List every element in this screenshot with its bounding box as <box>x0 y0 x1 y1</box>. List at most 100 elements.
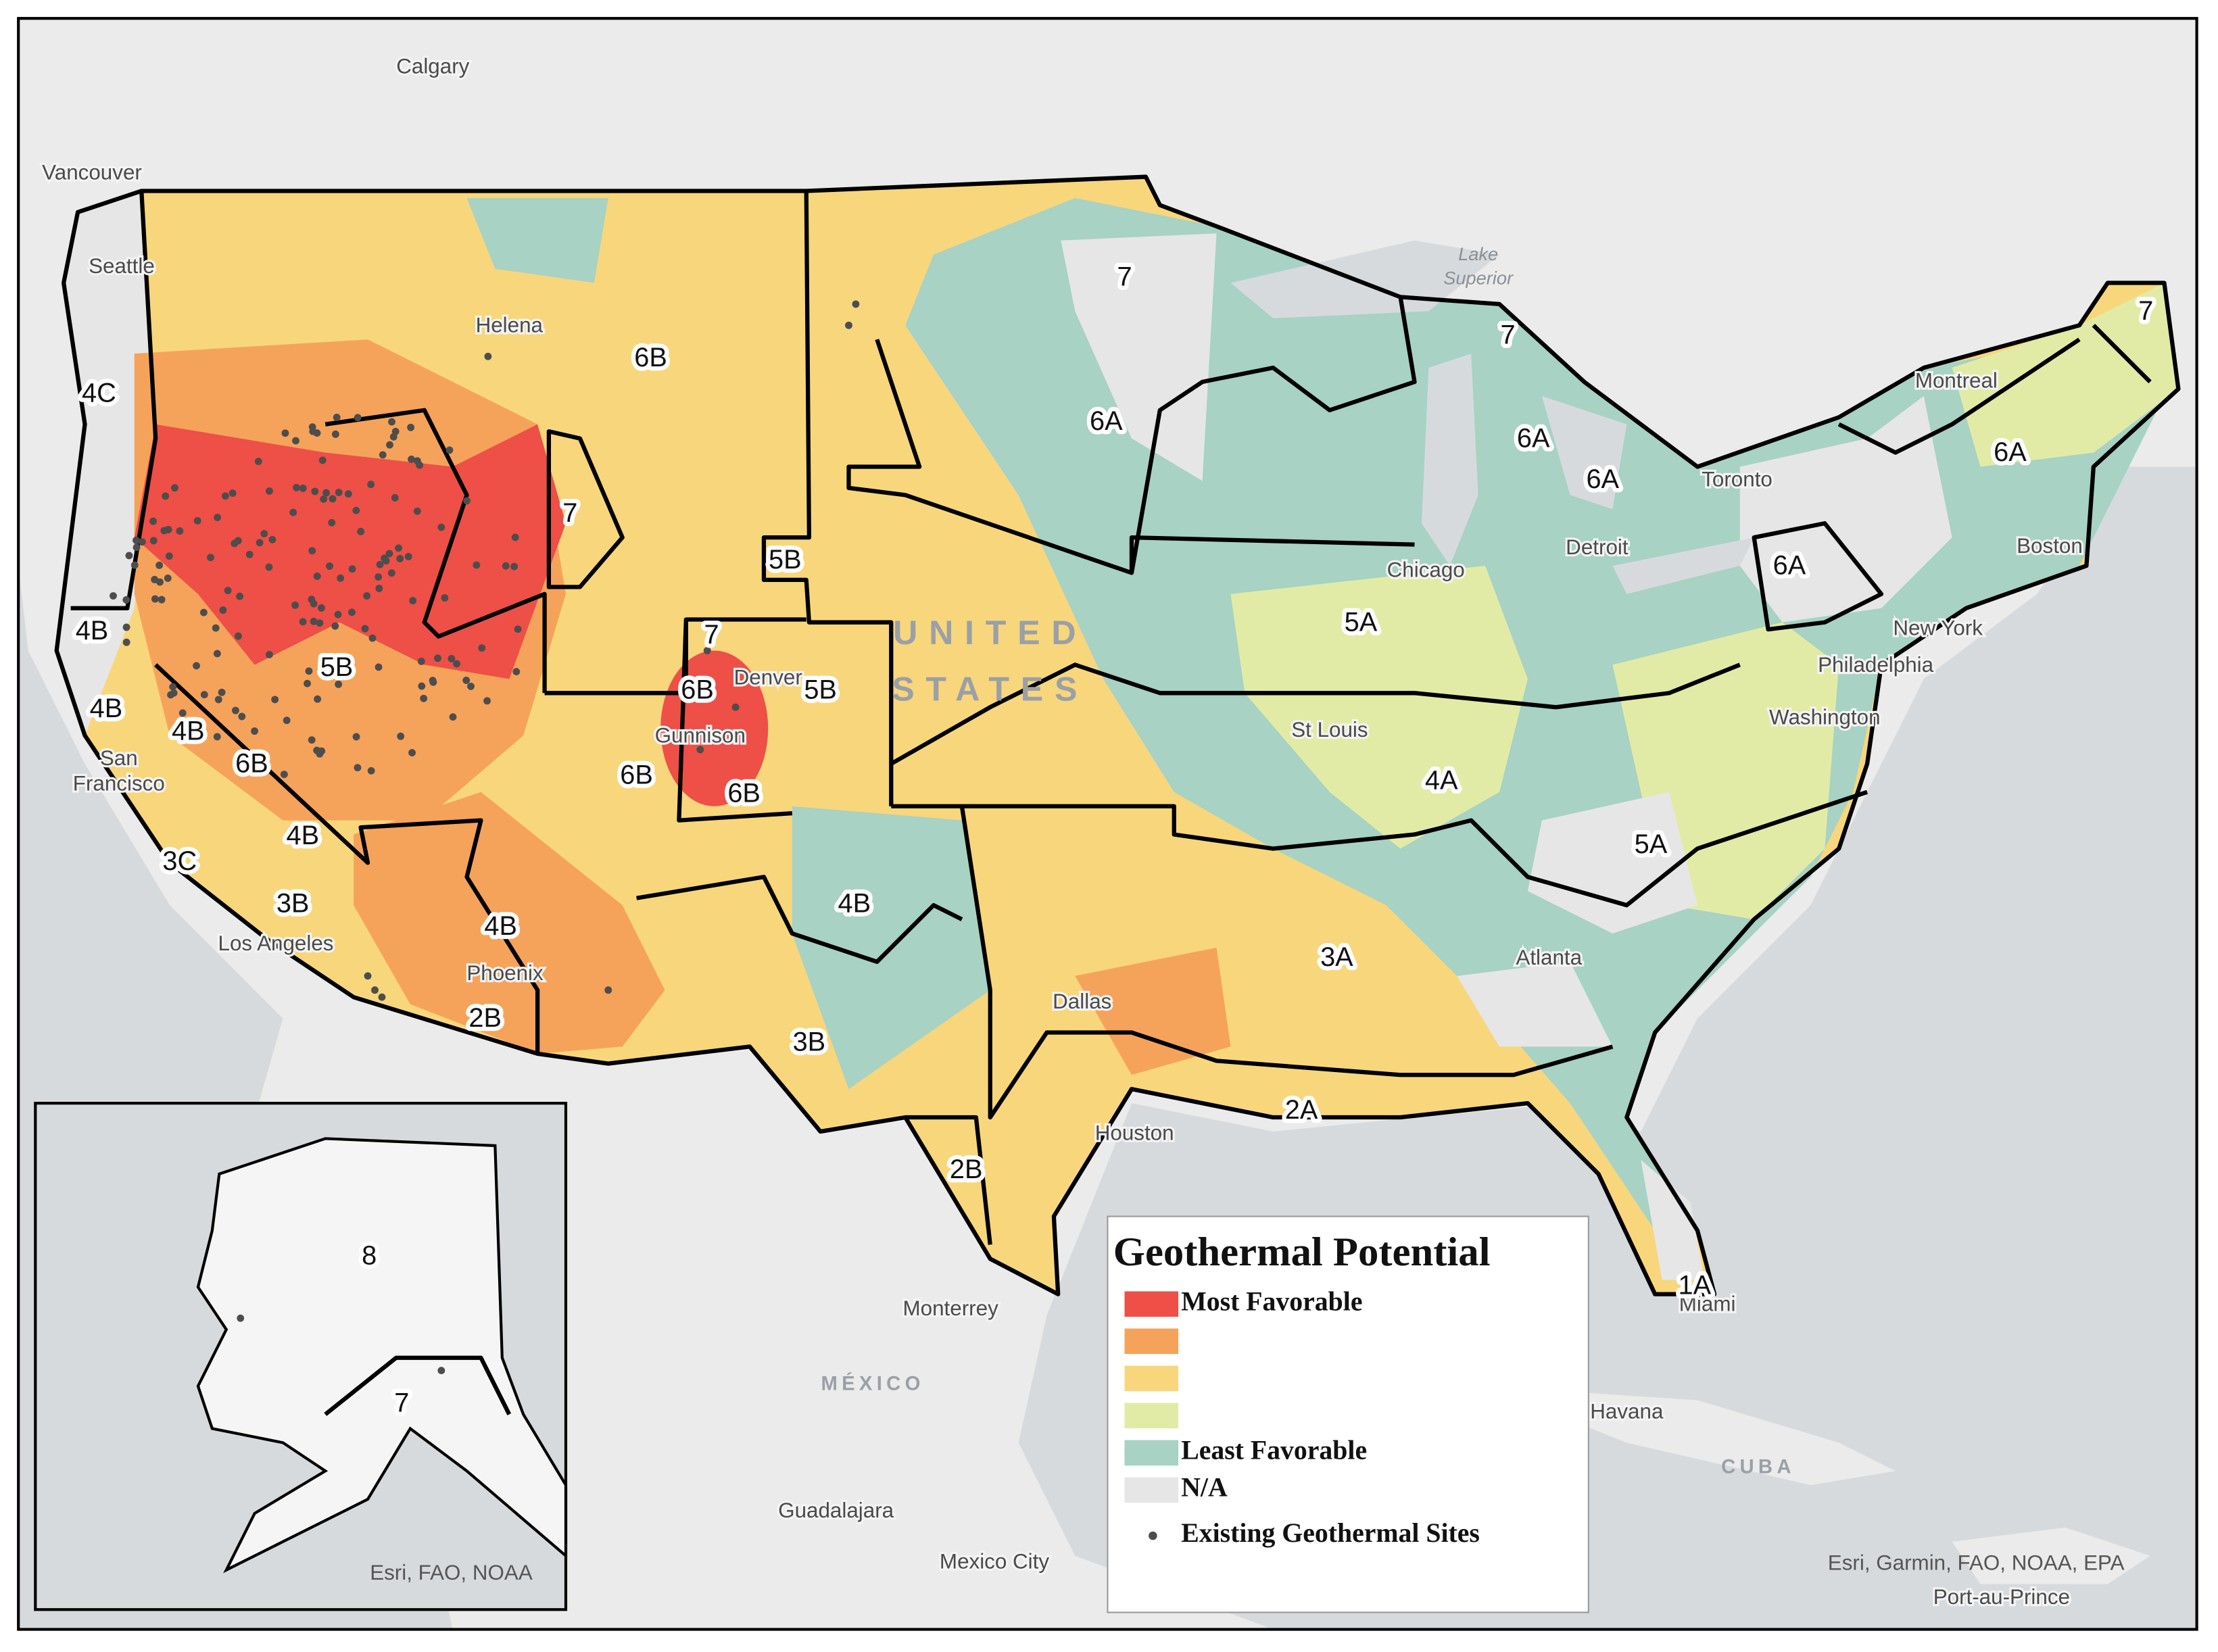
zone-label: 7 <box>2138 296 2153 326</box>
geothermal-site <box>335 489 343 496</box>
country-label: CUBA <box>1721 1456 1795 1478</box>
geothermal-site <box>299 484 307 492</box>
geothermal-site <box>397 732 405 740</box>
geothermal-site <box>304 679 311 687</box>
geothermal-site <box>311 487 319 495</box>
place-label: Houston <box>1095 1121 1174 1144</box>
zone-label: 3C <box>162 846 197 876</box>
zone-label: 3B <box>276 889 310 919</box>
zone-label: 4A <box>1425 766 1458 796</box>
geothermal-site <box>151 595 159 603</box>
geothermal-site <box>265 487 273 495</box>
map-frame <box>17 17 2198 1631</box>
geothermal-site <box>132 543 141 552</box>
lake <box>1612 537 1754 594</box>
country-label: MÉXICO <box>821 1371 924 1394</box>
geothermal-site <box>344 490 352 498</box>
geothermal-site <box>171 484 178 492</box>
geothermal-site <box>511 533 519 541</box>
zone-label: 7 <box>1501 320 1516 350</box>
geothermal-site <box>320 495 328 503</box>
zone-border <box>544 617 806 823</box>
geothermal-site <box>329 495 337 503</box>
geothermal-site <box>214 696 222 704</box>
geothermal-site <box>214 514 222 521</box>
geothermal-site <box>376 560 384 568</box>
geothermal-site <box>234 537 242 545</box>
place-label: Vancouver <box>42 161 142 185</box>
geothermal-site <box>281 429 289 437</box>
geothermal-site <box>417 657 425 665</box>
zone-border <box>154 663 540 1054</box>
geothermal-site <box>354 414 362 422</box>
geothermal-site <box>245 550 254 558</box>
geothermal-site <box>413 507 421 515</box>
geothermal-site <box>404 552 412 560</box>
place-label: Monterrey <box>903 1296 999 1320</box>
place-label: San <box>100 746 138 770</box>
geothermal-site <box>335 680 343 688</box>
zone-label: 4C <box>82 378 116 408</box>
legend: Geothermal Potential Most Favorable Least… <box>1107 1215 1589 1613</box>
geothermal-site <box>186 719 194 727</box>
geothermal-site <box>703 647 711 654</box>
place-label: Dallas <box>1053 990 1111 1013</box>
zone-label: 2B <box>950 1155 983 1184</box>
geothermal-site <box>467 682 475 690</box>
geothermal-site <box>158 596 166 604</box>
geothermal-site <box>125 552 133 560</box>
zone-border <box>546 429 625 589</box>
geothermal-site <box>326 562 333 570</box>
place-label: Havana <box>1590 1400 1664 1424</box>
geothermal-site <box>265 563 273 571</box>
place-label: Calgary <box>396 55 469 78</box>
region-na <box>1641 1159 1705 1280</box>
zone-label: 8 <box>362 1241 377 1271</box>
geothermal-site <box>512 668 521 676</box>
region-na <box>1457 961 1613 1047</box>
lake <box>1421 354 1478 566</box>
zone-border <box>890 662 1741 766</box>
hispaniola <box>1952 1527 2150 1584</box>
geothermal-site <box>407 423 415 431</box>
geothermal-site <box>420 694 428 702</box>
geothermal-site <box>375 663 383 671</box>
place-label: Philadelphia <box>1818 653 1934 677</box>
geothermal-site <box>169 683 177 691</box>
legend-swatch <box>1124 1328 1179 1355</box>
legend-swatch <box>1124 1291 1179 1317</box>
zone-label: 5B <box>320 652 354 682</box>
place-label: Chicago <box>1387 558 1465 582</box>
place-label: Washington <box>1769 705 1881 729</box>
region-high <box>1075 947 1231 1075</box>
zone-label: 6A <box>1586 464 1619 494</box>
zone-label: 3B <box>793 1027 826 1057</box>
geothermal-site <box>361 625 369 633</box>
zone-label: 7 <box>1117 262 1132 292</box>
geothermal-site <box>604 986 612 994</box>
geothermal-site <box>160 527 168 535</box>
geothermal-site <box>130 561 139 569</box>
legend-label: Least Favorable <box>1181 1436 1367 1465</box>
geothermal-site <box>441 594 449 602</box>
geothermal-site <box>122 638 130 646</box>
zone-label: 3A <box>1320 942 1353 972</box>
geothermal-site <box>271 696 279 704</box>
geothermal-site <box>149 517 157 525</box>
zone-border <box>636 875 963 965</box>
geothermal-site <box>367 767 375 775</box>
region-least-favorable <box>466 197 608 283</box>
zone-label: 4B <box>484 911 517 941</box>
geothermal-site <box>434 654 441 662</box>
zone-label: 6A <box>1994 437 2027 467</box>
geothermal-site <box>122 596 130 604</box>
geothermal-site <box>852 300 860 308</box>
zone-label: 6B <box>235 749 268 779</box>
legend-site-marker <box>1149 1531 1157 1540</box>
zone-label: 1A <box>1678 1271 1711 1301</box>
geothermal-site <box>473 561 481 569</box>
place-label: Mexico City <box>940 1549 1049 1573</box>
geothermal-site <box>266 651 273 658</box>
geothermal-site <box>268 535 276 543</box>
geothermal-site <box>260 530 268 537</box>
